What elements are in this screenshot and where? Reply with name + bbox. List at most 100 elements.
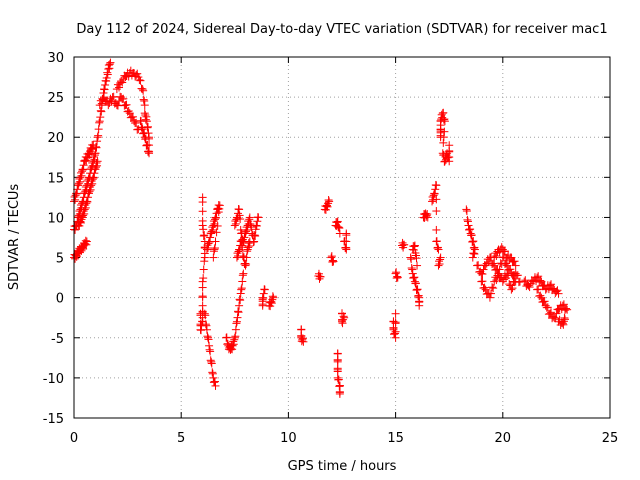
data-point bbox=[112, 85, 121, 94]
data-point bbox=[73, 185, 82, 194]
data-point bbox=[408, 269, 417, 278]
data-point bbox=[245, 237, 254, 246]
data-point bbox=[324, 199, 333, 208]
data-point bbox=[560, 315, 569, 324]
data-point bbox=[391, 327, 400, 336]
data-point bbox=[254, 213, 263, 222]
y-tick-label: 30 bbox=[47, 51, 64, 66]
data-point bbox=[245, 213, 254, 222]
data-point bbox=[205, 341, 214, 350]
data-point bbox=[202, 321, 211, 330]
data-point bbox=[547, 280, 556, 289]
data-point bbox=[212, 213, 221, 222]
data-point bbox=[198, 277, 207, 286]
data-point bbox=[508, 284, 517, 293]
data-point bbox=[246, 219, 255, 228]
data-point bbox=[198, 301, 207, 310]
data-point bbox=[432, 225, 441, 234]
data-point bbox=[536, 291, 545, 300]
data-point bbox=[203, 332, 212, 341]
data-point bbox=[79, 161, 88, 170]
data-point bbox=[238, 271, 247, 280]
data-point bbox=[481, 285, 490, 294]
data-point bbox=[554, 289, 563, 298]
data-point bbox=[432, 195, 441, 204]
data-point bbox=[138, 125, 147, 134]
data-point bbox=[467, 231, 476, 240]
data-point bbox=[329, 257, 338, 266]
data-point bbox=[421, 209, 430, 218]
x-axis-label: GPS time / hours bbox=[288, 459, 397, 474]
data-point bbox=[95, 117, 104, 126]
data-point bbox=[78, 167, 87, 176]
data-point bbox=[342, 229, 351, 238]
data-point bbox=[209, 253, 218, 262]
data-point bbox=[76, 173, 85, 182]
data-point bbox=[485, 293, 494, 302]
data-point bbox=[128, 112, 137, 121]
data-point bbox=[90, 169, 99, 178]
data-point bbox=[335, 224, 344, 233]
data-point bbox=[252, 221, 261, 230]
data-point bbox=[143, 123, 152, 132]
data-point bbox=[236, 296, 245, 305]
data-point bbox=[204, 243, 212, 252]
data-point bbox=[199, 231, 208, 240]
data-point bbox=[238, 277, 247, 286]
data-point bbox=[104, 65, 113, 74]
data-point bbox=[210, 245, 219, 254]
data-point bbox=[484, 258, 493, 267]
data-point bbox=[498, 245, 507, 254]
x-tick-label: 0 bbox=[70, 431, 78, 446]
data-point bbox=[115, 97, 124, 106]
data-point bbox=[228, 345, 237, 354]
y-tick-label: 25 bbox=[47, 91, 64, 106]
data-point bbox=[202, 325, 211, 334]
data-point bbox=[249, 238, 258, 247]
data-point bbox=[88, 175, 97, 184]
data-point bbox=[406, 253, 415, 262]
data-point bbox=[251, 225, 260, 234]
data-point bbox=[537, 293, 546, 302]
data-point bbox=[141, 111, 150, 120]
data-point bbox=[78, 212, 87, 221]
data-point bbox=[339, 312, 348, 321]
data-point bbox=[140, 109, 149, 118]
data-point bbox=[241, 261, 250, 270]
data-point bbox=[234, 209, 243, 218]
data-point bbox=[557, 305, 566, 314]
data-point bbox=[235, 205, 244, 214]
data-point bbox=[498, 277, 507, 286]
data-point bbox=[468, 253, 477, 262]
data-point bbox=[260, 285, 269, 294]
data-point bbox=[199, 274, 208, 283]
data-point bbox=[510, 257, 519, 266]
data-point bbox=[439, 133, 448, 142]
data-point bbox=[94, 125, 103, 134]
data-point bbox=[439, 108, 448, 117]
data-point bbox=[398, 238, 407, 247]
x-tick-label: 20 bbox=[495, 431, 512, 446]
data-point bbox=[93, 161, 102, 170]
data-point bbox=[210, 244, 219, 253]
x-tick-label: 10 bbox=[280, 431, 297, 446]
data-point bbox=[91, 163, 100, 172]
data-point bbox=[532, 277, 541, 286]
data-point bbox=[500, 260, 509, 269]
data-point bbox=[233, 313, 242, 322]
data-point bbox=[232, 317, 241, 326]
data-point bbox=[432, 181, 441, 190]
data-point bbox=[204, 239, 213, 248]
data-point bbox=[553, 286, 562, 295]
data-point bbox=[107, 97, 116, 106]
data-point bbox=[207, 357, 216, 366]
data-point bbox=[202, 245, 211, 254]
data-point bbox=[488, 283, 497, 292]
data-point bbox=[298, 335, 307, 344]
data-point bbox=[334, 222, 343, 231]
data-point bbox=[143, 122, 152, 131]
data-point bbox=[86, 185, 95, 194]
data-point bbox=[122, 100, 131, 109]
data-point bbox=[433, 243, 442, 252]
